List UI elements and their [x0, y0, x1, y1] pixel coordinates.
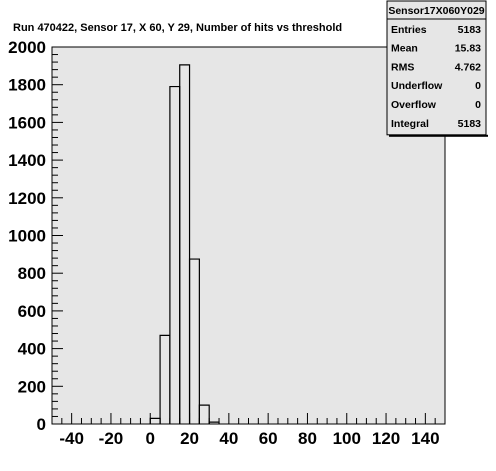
y-tick-label: 1000 [8, 227, 46, 246]
y-tick-label: 0 [37, 415, 46, 434]
stats-row-value: 4.762 [455, 61, 481, 73]
y-tick-label: 1400 [8, 151, 46, 170]
stats-box-background [386, 0, 487, 136]
y-tick-label: 1800 [8, 76, 46, 95]
y-tick-label: 600 [18, 302, 46, 321]
x-tick-label: -20 [99, 429, 124, 448]
stats-row-label: Mean [391, 43, 418, 55]
y-tick-label: 800 [18, 264, 46, 283]
histogram-bin-6 [198, 404, 210, 424]
y-tick-label: 2000 [8, 38, 46, 57]
x-tick-label: 60 [259, 429, 278, 448]
y-tick-label: 1600 [8, 113, 46, 132]
histogram-series [149, 64, 220, 424]
stats-row-label: RMS [391, 61, 414, 73]
histogram-bin-5 [188, 258, 200, 424]
stats-row-label: Integral [391, 118, 429, 130]
y-tick-label: 1200 [8, 189, 46, 208]
x-axis: -40 -20 0 20 40 60 80 100 120 140 [51, 413, 446, 448]
x-tick-label: 0 [146, 429, 155, 448]
y-tick-label: 400 [18, 340, 46, 359]
histogram-bin-4 [179, 64, 191, 424]
x-tick-label: -40 [59, 429, 84, 448]
plot-area [51, 46, 446, 425]
stats-row-label: Entries [391, 24, 427, 36]
stats-row-value: 5183 [458, 118, 482, 130]
x-tick-label: 20 [180, 429, 199, 448]
x-tick-label: 100 [333, 429, 361, 448]
x-tick-label: 40 [219, 429, 238, 448]
stats-row-label: Overflow [391, 99, 437, 111]
stats-row-value: 5183 [458, 24, 482, 36]
stats-row-value: 15.83 [455, 43, 481, 55]
stats-box-shadow [389, 134, 488, 137]
y-tick-label: 200 [18, 377, 46, 396]
stats-row-label: Underflow [391, 80, 443, 92]
x-tick-label: 120 [372, 429, 400, 448]
stats-box-title: Sensor17X060Y029 [388, 5, 484, 17]
x-tick-label: 80 [298, 429, 317, 448]
stats-row-value: 0 [475, 99, 481, 111]
y-axis: 0 200 400 600 800 1000 1200 1400 1600 1800 2000 [8, 38, 63, 434]
stats-row-value: 0 [475, 80, 481, 92]
chart-title: Run 470422, Sensor 17, X 60, Y 29, Numbe… [13, 22, 342, 34]
stats-box: Sensor17X060Y029 Entries 5183 Mean 15.83 RMS 4… [386, 0, 488, 137]
x-tick-label: 140 [411, 429, 439, 448]
